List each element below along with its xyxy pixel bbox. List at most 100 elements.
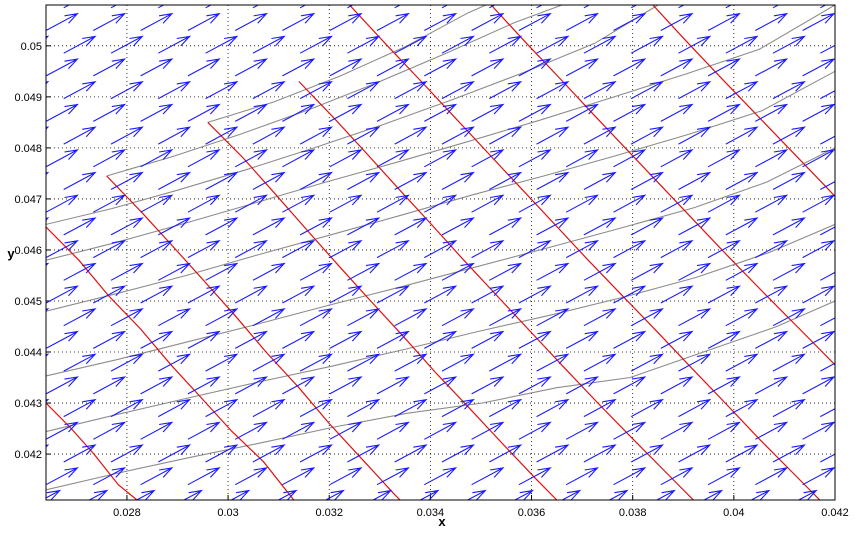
velocity-arrow [187, 58, 221, 77]
velocity-arrow [489, 80, 523, 100]
y-tick-label: 0.043 [14, 398, 42, 410]
velocity-arrow [518, 12, 552, 31]
velocity-arrow [441, 308, 475, 327]
velocity-arrow [565, 12, 599, 31]
velocity-arrow [660, 421, 694, 440]
y-tick-label: 0.045 [14, 296, 42, 308]
velocity-arrow [678, 308, 712, 327]
velocity-arrow [613, 376, 647, 395]
velocity-arrow [820, 408, 835, 418]
velocity-arrow [299, 126, 333, 145]
velocity-arrow [802, 421, 835, 440]
velocity-arrow [299, 35, 333, 54]
velocity-arrow [234, 330, 268, 349]
velocity-arrow [660, 239, 694, 259]
velocity-arrow [376, 330, 410, 349]
mesh-curves-b [46, 5, 835, 500]
velocity-arrow [63, 171, 97, 190]
velocity-arrow [772, 398, 806, 418]
velocity-arrow [282, 376, 316, 395]
velocity-arrow [234, 285, 268, 304]
y-tick-label: 0.042 [14, 449, 42, 461]
velocity-arrow [46, 308, 50, 312]
velocity-arrow [725, 308, 759, 327]
velocity-arrow [93, 239, 127, 259]
velocity-arrow [205, 444, 239, 463]
mesh-curve-a [46, 147, 835, 377]
velocity-arrow [750, 489, 771, 500]
velocity-arrow [441, 217, 475, 236]
velocity-arrow [252, 80, 286, 100]
velocity-arrow [46, 35, 50, 40]
velocity-arrow [630, 353, 664, 372]
velocity-arrow [489, 171, 523, 190]
velocity-arrow [205, 308, 239, 327]
velocity-arrow [471, 149, 505, 168]
velocity-arrow [755, 194, 789, 213]
velocity-arrow [424, 194, 458, 213]
velocity-arrow [424, 12, 458, 31]
velocity-arrow [187, 285, 221, 304]
velocity-arrow [347, 217, 381, 236]
velocity-arrow [518, 285, 552, 304]
velocity-arrow [613, 330, 647, 349]
plot-background [46, 5, 835, 500]
velocity-arrow [471, 58, 505, 77]
velocity-arrow [518, 421, 552, 440]
velocity-arrow [135, 489, 156, 500]
velocity-arrow [252, 262, 286, 281]
velocity-arrow [613, 58, 647, 77]
velocity-arrow [376, 239, 410, 259]
velocity-arrow [46, 103, 79, 122]
velocity-arrow [282, 58, 316, 77]
velocity-arrow [802, 103, 835, 122]
velocity-arrow [347, 171, 381, 190]
velocity-arrow [424, 103, 458, 122]
velocity-arrow [536, 171, 570, 190]
velocity-arrow [329, 194, 363, 213]
velocity-arrow [583, 353, 617, 372]
velocity-arrow [252, 308, 286, 327]
velocity-arrow [46, 467, 79, 486]
velocity-arrow [424, 421, 458, 440]
velocity-arrow [802, 58, 835, 77]
velocity-arrow [707, 12, 741, 31]
velocity-arrow [471, 376, 505, 395]
velocity-arrow [565, 376, 599, 395]
velocity-arrow [660, 285, 694, 304]
velocity-arrow [140, 12, 174, 31]
velocity-arrow [376, 149, 410, 168]
velocity-arrow [755, 376, 789, 395]
velocity-arrow [110, 262, 144, 281]
velocity-arrow [299, 398, 333, 418]
velocity-arrow [565, 467, 599, 486]
velocity-arrow [376, 467, 410, 486]
velocity-arrow [140, 285, 174, 304]
velocity-arrow [282, 467, 316, 486]
velocity-arrow [93, 421, 127, 440]
velocity-arrow [725, 217, 759, 236]
velocity-arrow [660, 194, 694, 213]
velocity-arrow [234, 421, 268, 440]
velocity-arrow [394, 171, 428, 190]
velocity-arrow [277, 489, 298, 500]
velocity-arrow [46, 58, 79, 77]
velocity-arrow [536, 353, 570, 372]
velocity-arrow [140, 330, 174, 349]
mesh-curve-a [46, 300, 835, 491]
velocity-arrow [583, 262, 617, 281]
velocity-arrow [489, 35, 523, 54]
velocity-arrow [419, 489, 440, 500]
velocity-arrow [678, 398, 712, 418]
velocity-arrow [46, 421, 79, 440]
velocity-arrow [536, 80, 570, 100]
velocity-arrow [93, 149, 127, 168]
velocity-arrow [536, 217, 570, 236]
velocity-arrow [630, 35, 664, 54]
velocity-arrow [46, 149, 79, 168]
velocity-arrow [802, 12, 835, 31]
velocity-arrow [329, 58, 363, 77]
y-tick-label: 0.048 [14, 143, 42, 155]
velocity-arrow [187, 467, 221, 486]
velocity-arrow [347, 353, 381, 372]
